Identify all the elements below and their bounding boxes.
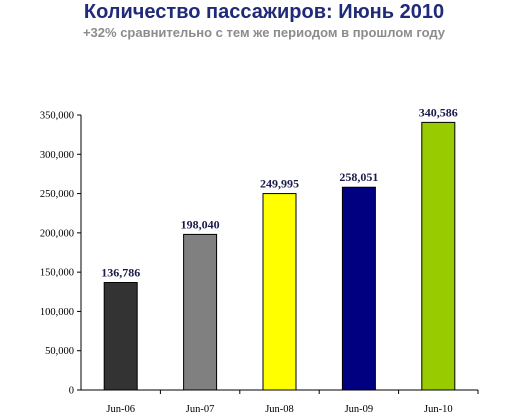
- x-tick-label: Jun-09: [345, 404, 374, 415]
- bar: [421, 121, 456, 391]
- y-tick-label: 100,000: [40, 307, 74, 318]
- x-tick-label: Jun-08: [265, 404, 294, 415]
- data-label: 136,786: [101, 266, 140, 280]
- chart-title: Количество пассажиров: Июнь 2010: [83, 1, 445, 23]
- y-tick-label: 300,000: [40, 150, 74, 161]
- y-tick-label: 200,000: [40, 228, 74, 239]
- bar: [341, 186, 376, 391]
- x-tick-label: Jun-07: [186, 404, 215, 415]
- x-tick-label: Jun-10: [424, 404, 453, 415]
- data-label: 198,040: [181, 217, 220, 231]
- bar: [262, 193, 297, 391]
- data-label: 249,995: [260, 177, 299, 191]
- y-tick-label: 350,000: [40, 111, 74, 122]
- y-tick-label: 50,000: [45, 346, 74, 357]
- data-label: 258,051: [339, 170, 378, 184]
- bar: [103, 282, 138, 391]
- plot-area: 0 50,000 100,000 150,000 200,000 250,000 300,0…: [40, 105, 479, 415]
- y-tick-label: 250,000: [40, 189, 74, 200]
- x-tick-label: Jun-06: [106, 404, 135, 415]
- y-tick-label: 150,000: [40, 268, 74, 279]
- bar: [183, 233, 218, 391]
- y-tick-label: 0: [69, 386, 74, 397]
- chart-subtitle: +32% сравнительно с тем же периодом в пр…: [82, 25, 446, 40]
- data-label: 340,586: [419, 105, 458, 119]
